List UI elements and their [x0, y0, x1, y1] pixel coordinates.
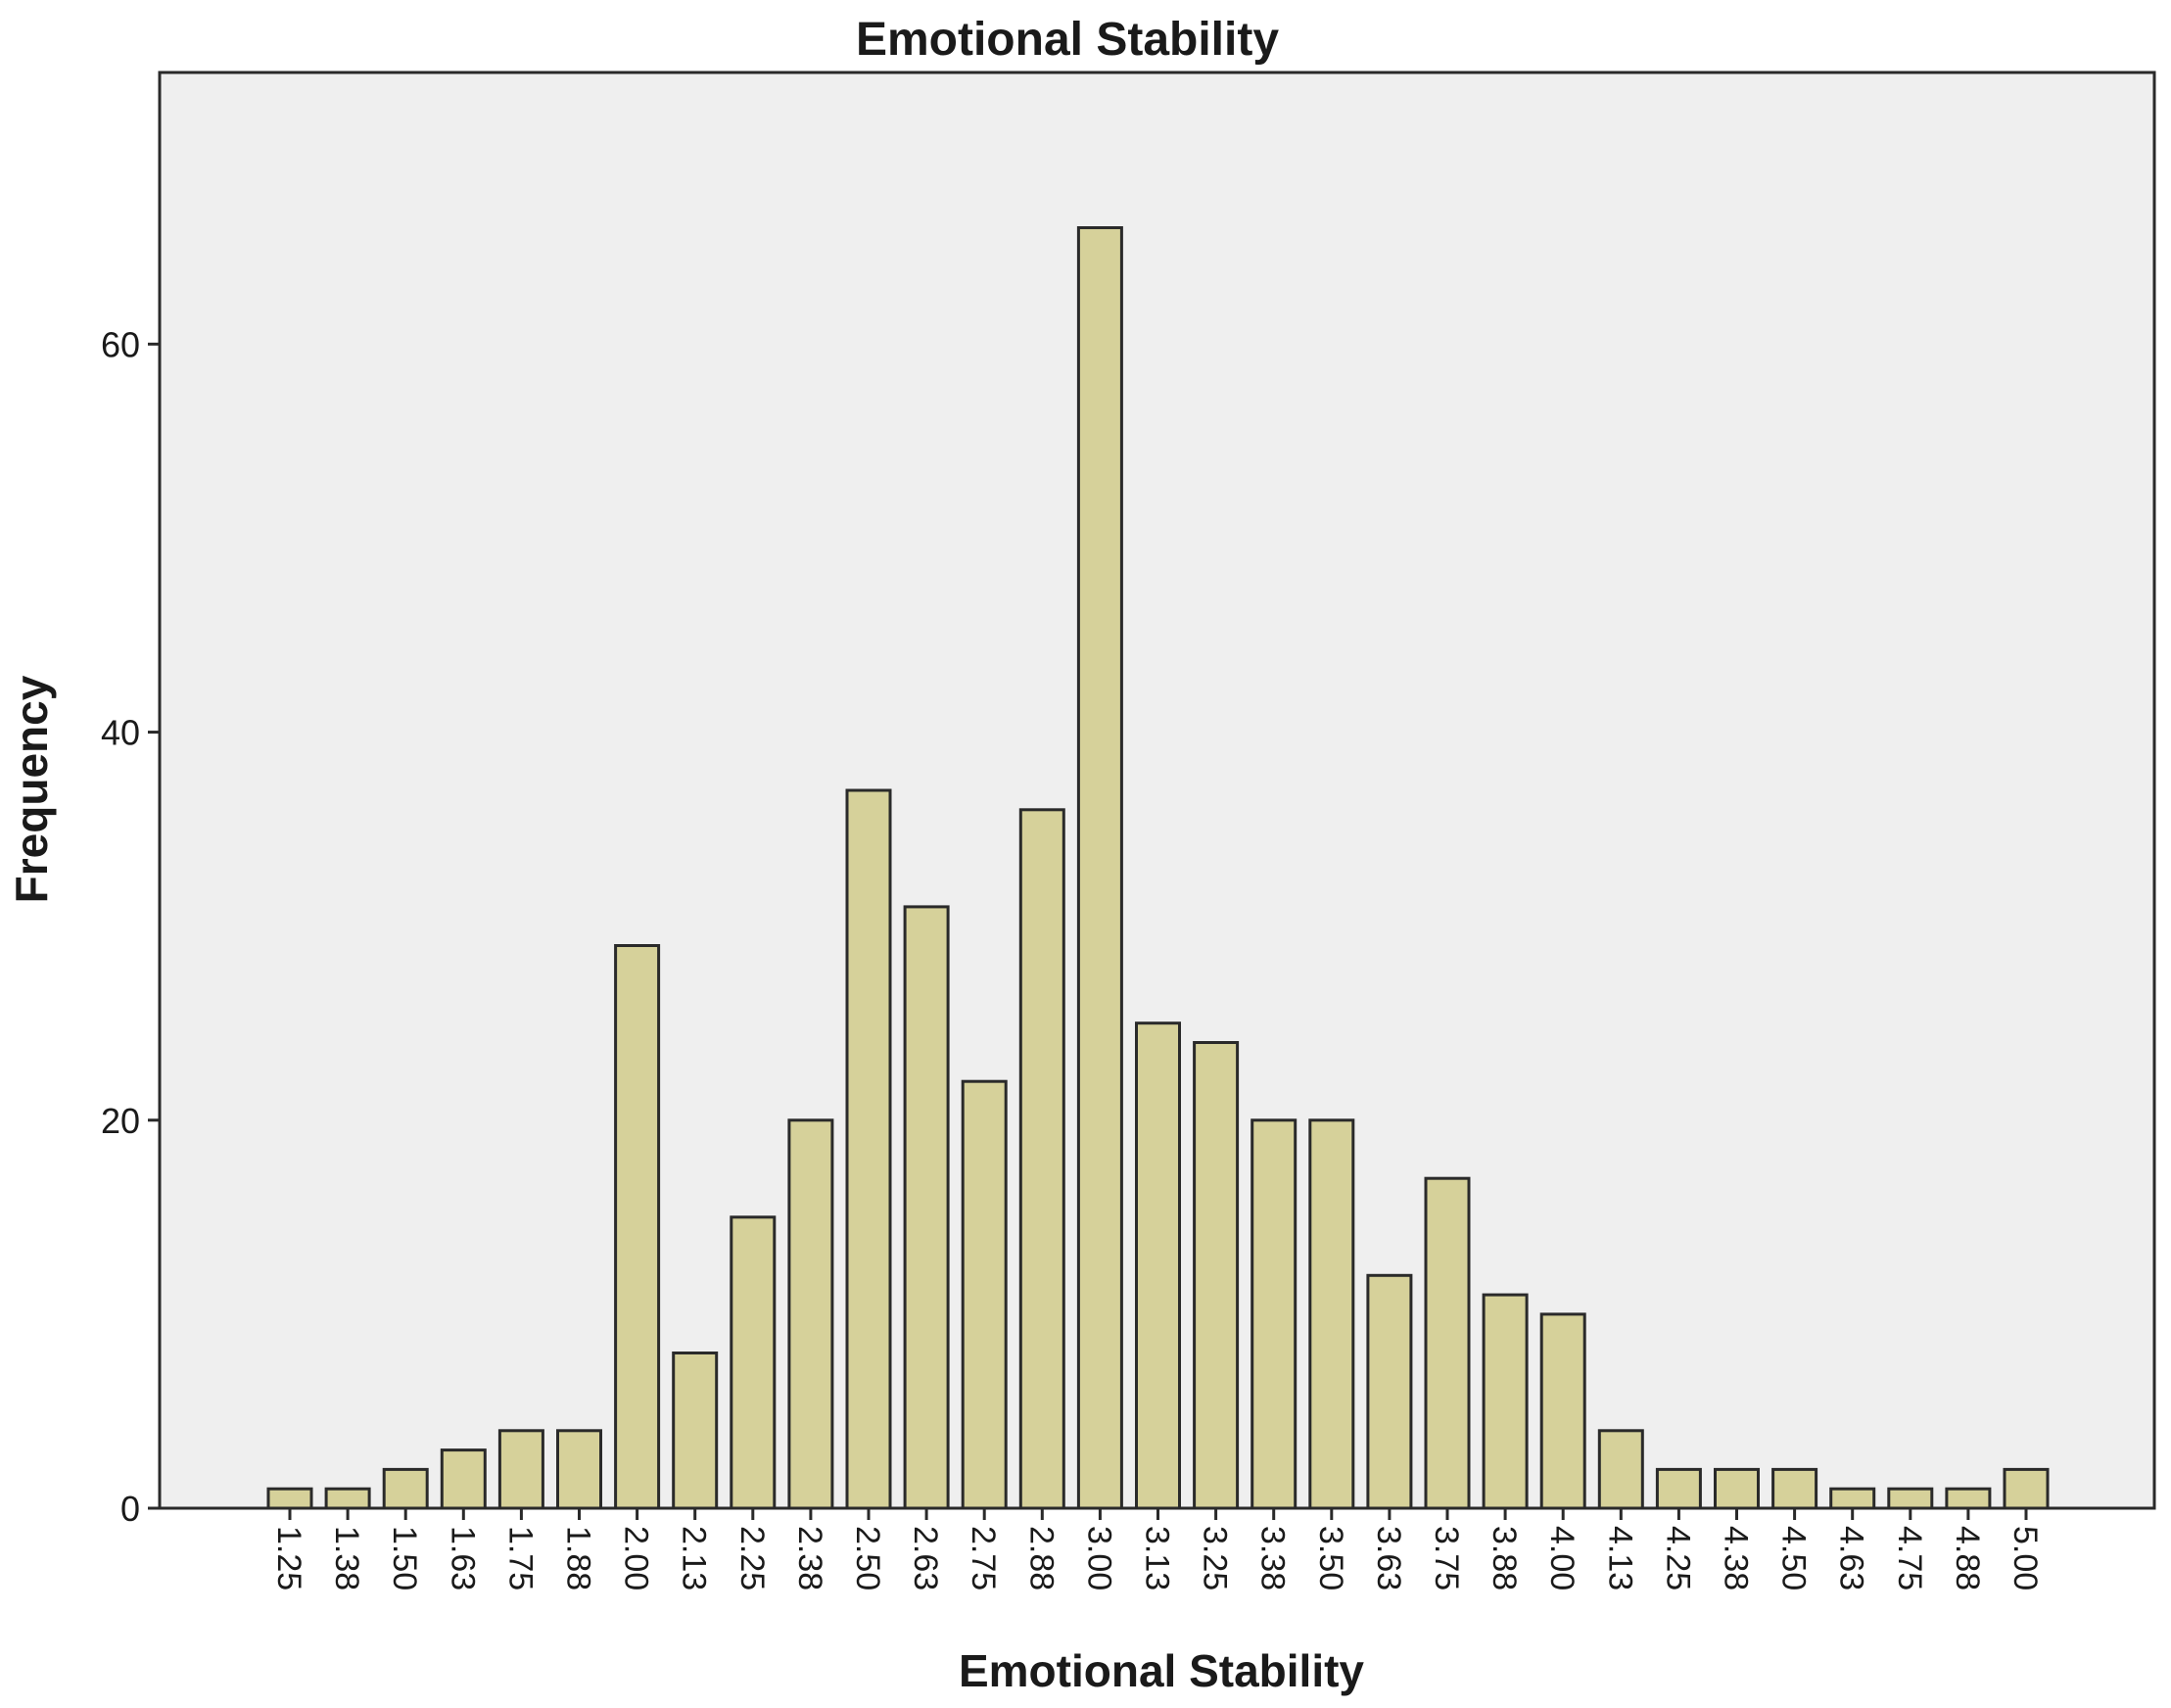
x-tick-label-3.38: 3.38 [1254, 1526, 1292, 1590]
y-axis-ticks: 0 20 40 60 [101, 324, 160, 1529]
y-tick-label-0: 0 [120, 1489, 140, 1529]
bar-1.63 [440, 1448, 487, 1510]
y-axis-label: Frequency [6, 675, 57, 903]
bar-4.25 [1655, 1467, 1702, 1510]
bar-4.88 [1945, 1487, 1992, 1510]
x-tick-label-3.00: 3.00 [1080, 1526, 1117, 1590]
x-tick-label-4.88: 4.88 [1949, 1526, 1986, 1590]
x-axis-label: Emotional Stability [959, 1645, 1364, 1696]
bar-2.25 [730, 1215, 777, 1510]
bar-3.00 [1076, 226, 1123, 1510]
x-tick-label-5.00: 5.00 [2006, 1526, 2044, 1590]
x-axis-ticks: 1.25 1.38 1.50 1.63 1.75 1.88 2.00 2.13 2.25 2.38… [270, 1508, 2044, 1590]
x-tick-label-2.25: 2.25 [733, 1526, 771, 1590]
x-tick-label-4.75: 4.75 [1891, 1526, 1928, 1590]
bar-3.63 [1366, 1273, 1413, 1510]
x-tick-label-2.50: 2.50 [849, 1526, 886, 1590]
y-tick-label-40: 40 [101, 713, 140, 753]
bar-3.75 [1424, 1176, 1471, 1510]
bar-1.25 [266, 1487, 313, 1510]
bar-4.00 [1539, 1312, 1586, 1510]
x-tick-label-1.25: 1.25 [270, 1526, 307, 1590]
x-tick-label-3.75: 3.75 [1428, 1526, 1465, 1590]
bar-1.75 [497, 1429, 544, 1510]
x-tick-label-4.50: 4.50 [1775, 1526, 1813, 1590]
bar-4.38 [1714, 1467, 1760, 1510]
x-tick-label-2.75: 2.75 [965, 1526, 1002, 1590]
x-tick-label-3.13: 3.13 [1139, 1526, 1176, 1590]
bar-2.38 [787, 1118, 834, 1510]
bar-1.38 [324, 1487, 371, 1510]
y-tick-label-60: 60 [101, 324, 140, 364]
bar-2.75 [961, 1079, 1008, 1510]
x-tick-label-1.75: 1.75 [501, 1526, 539, 1590]
bar-2.50 [845, 788, 892, 1510]
bar-3.25 [1193, 1041, 1240, 1510]
bar-4.13 [1597, 1429, 1644, 1510]
bar-1.50 [382, 1467, 429, 1510]
x-tick-label-2.63: 2.63 [907, 1526, 944, 1590]
y-tick-label-20: 20 [101, 1101, 140, 1141]
bar-4.75 [1887, 1487, 1934, 1510]
x-tick-label-3.25: 3.25 [1197, 1526, 1234, 1590]
x-tick-label-1.63: 1.63 [444, 1526, 481, 1590]
x-tick-label-1.50: 1.50 [386, 1526, 423, 1590]
bar-4.63 [1829, 1487, 1876, 1510]
x-tick-label-2.38: 2.38 [791, 1526, 828, 1590]
x-tick-label-1.38: 1.38 [328, 1526, 365, 1590]
bar-2.13 [672, 1352, 719, 1510]
x-tick-label-1.88: 1.88 [560, 1526, 597, 1590]
x-tick-label-4.63: 4.63 [1833, 1526, 1870, 1590]
bar-5.00 [2003, 1467, 2050, 1510]
x-tick-label-4.00: 4.00 [1543, 1526, 1581, 1590]
x-tick-label-4.38: 4.38 [1718, 1526, 1755, 1590]
x-tick-label-2.00: 2.00 [618, 1526, 655, 1590]
bar-3.50 [1308, 1118, 1355, 1510]
x-tick-label-2.13: 2.13 [676, 1526, 713, 1590]
bar-3.88 [1482, 1293, 1529, 1510]
chart-title: Emotional Stability [856, 14, 1279, 66]
bar-2.63 [903, 905, 950, 1510]
x-tick-label-3.50: 3.50 [1312, 1526, 1349, 1590]
x-tick-label-3.63: 3.63 [1370, 1526, 1407, 1590]
bar-1.88 [556, 1429, 602, 1510]
bar-4.50 [1771, 1467, 1818, 1510]
bar-3.38 [1251, 1118, 1298, 1510]
x-tick-label-4.13: 4.13 [1601, 1526, 1638, 1590]
bar-3.13 [1135, 1021, 1181, 1510]
bars-layer [266, 226, 2050, 1510]
x-tick-label-4.25: 4.25 [1659, 1526, 1696, 1590]
bar-2.88 [1018, 808, 1065, 1510]
x-tick-label-3.88: 3.88 [1486, 1526, 1523, 1590]
x-tick-label-2.88: 2.88 [1022, 1526, 1060, 1590]
bar-2.00 [614, 944, 661, 1510]
